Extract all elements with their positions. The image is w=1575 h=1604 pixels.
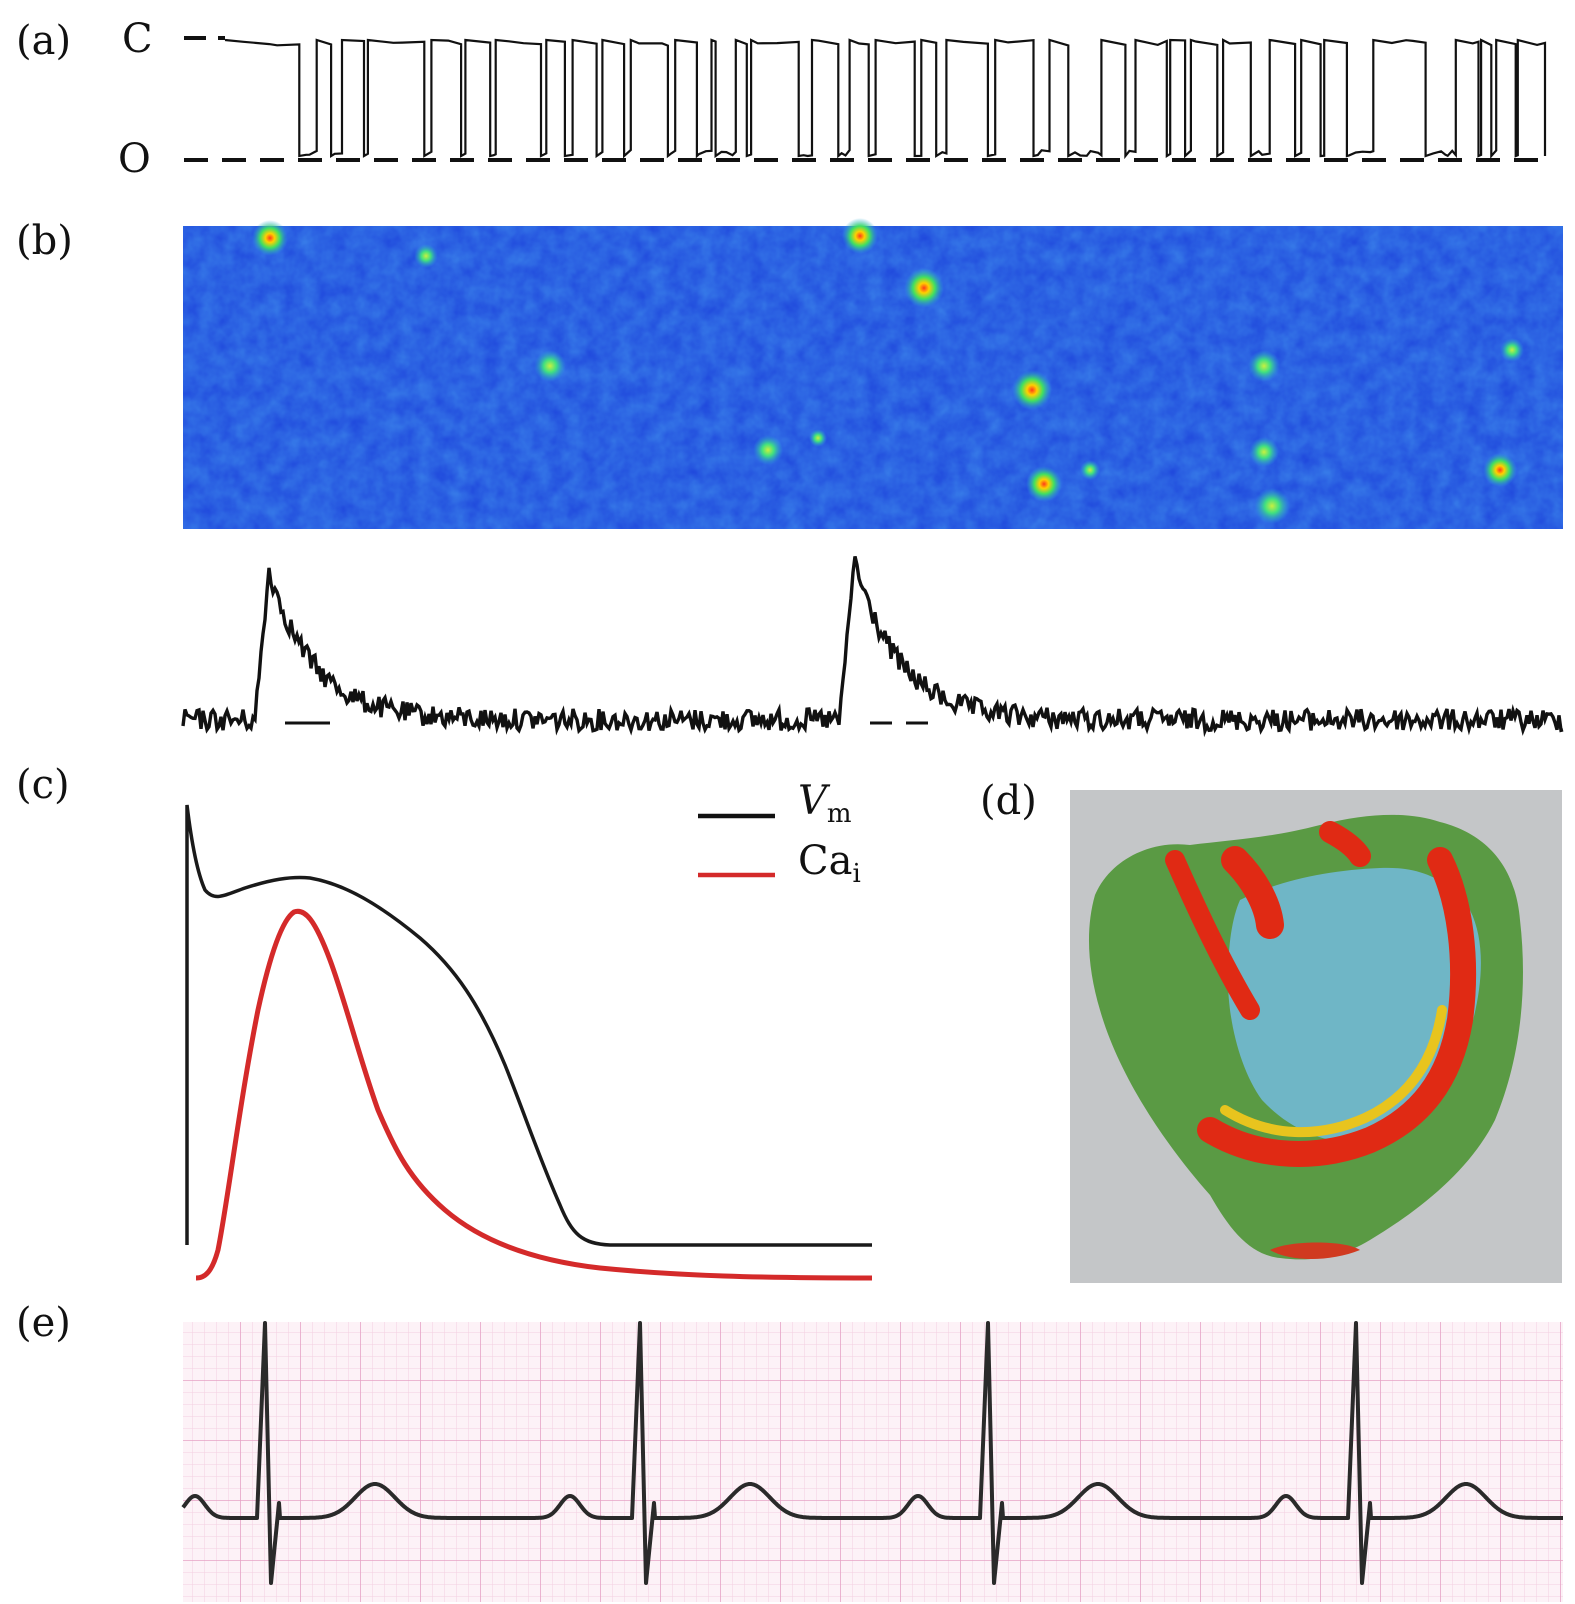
spark [1012,370,1052,410]
legend-vm-symbol: V [798,778,827,824]
spark [1248,350,1280,382]
channel-recording [184,36,1547,162]
linescan-image [183,218,1563,529]
legend-item-cai: Cai [798,838,861,889]
heart-wave-red [1221,846,1284,939]
heart-wave-yellow [1220,1005,1447,1138]
heart-wave-red [1319,821,1371,867]
heart-wave-red [1197,847,1477,1167]
heart-activation-map [1070,790,1562,1283]
spark [1500,338,1524,362]
panel-label-a: (a) [16,18,72,64]
heart-apex [1270,1242,1360,1259]
panel-label-c: (c) [16,762,70,808]
vm-curve [185,804,872,1247]
fluorescence-trace [181,556,1564,738]
spark [1249,437,1279,467]
action-potential-plot [185,804,873,1281]
ecg-trace [181,1321,1564,1585]
spark [1254,488,1290,524]
spark [753,435,783,465]
state-open-label: O [118,136,151,182]
spark [1483,453,1517,487]
spark [842,218,878,254]
calcium-sparks [252,218,1524,524]
legend-vm-subscript: m [826,799,852,829]
legend-item-vm: Vm [798,778,852,829]
spark [252,220,288,256]
spark [809,429,827,447]
cai-curve [195,908,873,1281]
spark [1080,460,1100,480]
heart-wave-red [1165,850,1260,1020]
spark [1026,466,1062,502]
channel-trace [224,38,1547,160]
panel-label-e: (e) [16,1300,71,1346]
spark [904,268,944,308]
spark [534,350,566,382]
panel-label-d: (d) [980,778,1037,824]
legend-cai-symbol: Ca [798,838,853,884]
fluorescence-trace-group [181,556,1564,738]
legend-cai-subscript: i [852,859,861,889]
spark [414,244,438,268]
ecg-strip [181,1321,1564,1602]
state-closed-label: C [122,16,153,62]
panel-label-b: (b) [16,218,73,264]
